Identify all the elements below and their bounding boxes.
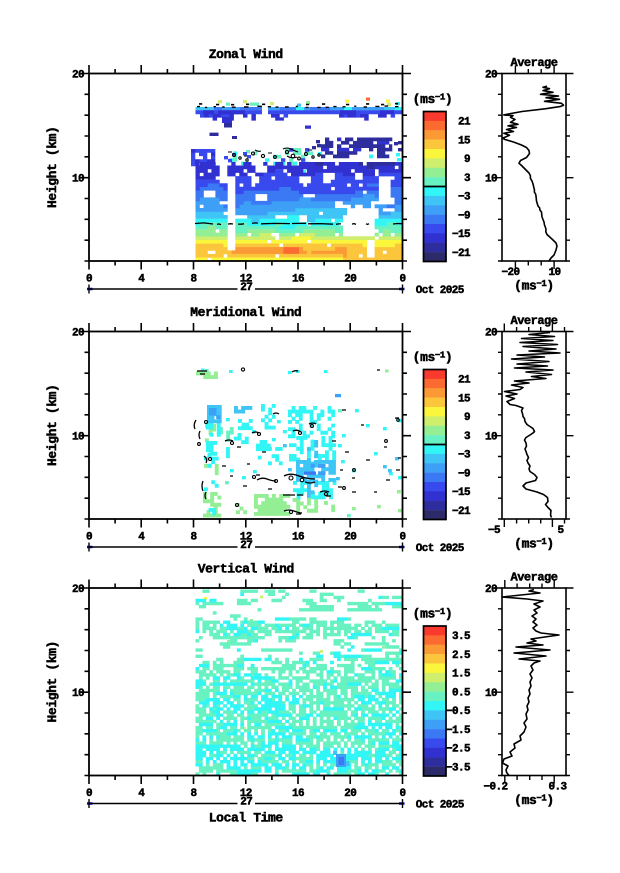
svg-text:(ms−1): (ms−1): [514, 537, 554, 552]
svg-text:−15: −15: [452, 487, 471, 499]
svg-text:12: 12: [240, 531, 252, 543]
svg-text:0: 0: [86, 531, 92, 543]
svg-text:20: 20: [344, 788, 356, 800]
svg-text:0: 0: [86, 788, 92, 800]
svg-text:(ms−1): (ms−1): [514, 279, 554, 294]
svg-text:−9: −9: [458, 210, 470, 222]
svg-text:20: 20: [485, 69, 497, 81]
svg-text:8: 8: [190, 788, 197, 800]
svg-text:2.5: 2.5: [452, 650, 471, 662]
svg-text:4: 4: [138, 531, 145, 543]
svg-text:1.5: 1.5: [452, 669, 471, 681]
svg-text:21: 21: [458, 375, 471, 387]
svg-text:Vertical Wind: Vertical Wind: [198, 562, 294, 577]
svg-text:−3: −3: [458, 450, 471, 462]
svg-text:Zonal Wind: Zonal Wind: [209, 47, 283, 62]
svg-text:−3.5: −3.5: [446, 762, 471, 774]
svg-text:16: 16: [292, 273, 304, 285]
svg-text:(ms−1): (ms−1): [413, 607, 453, 622]
svg-text:10: 10: [72, 173, 84, 185]
svg-text:−1.5: −1.5: [446, 725, 471, 737]
svg-text:20: 20: [485, 327, 497, 339]
svg-text:0: 0: [399, 273, 405, 285]
svg-text:12: 12: [240, 273, 252, 285]
svg-text:Oct 2025: Oct 2025: [416, 800, 465, 812]
svg-text:(ms−1): (ms−1): [413, 350, 453, 365]
svg-text:0: 0: [399, 531, 405, 543]
svg-text:3.5: 3.5: [452, 631, 471, 643]
svg-text:21: 21: [458, 117, 471, 129]
svg-text:20: 20: [344, 531, 356, 543]
svg-text:−0.5: −0.5: [446, 706, 471, 718]
svg-text:Average: Average: [511, 571, 558, 585]
svg-text:3: 3: [464, 431, 471, 443]
svg-text:20: 20: [72, 327, 84, 339]
svg-text:Meridional Wind: Meridional Wind: [190, 305, 301, 320]
svg-text:−0.2: −0.2: [483, 781, 507, 793]
svg-text:4: 4: [138, 788, 145, 800]
svg-text:4: 4: [138, 273, 145, 285]
svg-text:27: 27: [240, 540, 252, 552]
svg-text:Height (km): Height (km): [45, 127, 60, 208]
svg-text:8: 8: [190, 273, 197, 285]
svg-text:10: 10: [485, 688, 497, 700]
svg-text:12: 12: [240, 788, 252, 800]
svg-text:0: 0: [399, 788, 405, 800]
svg-text:−21: −21: [452, 248, 471, 260]
svg-text:−15: −15: [452, 229, 471, 241]
svg-text:10: 10: [72, 431, 84, 443]
svg-text:10: 10: [485, 173, 497, 185]
svg-text:16: 16: [292, 531, 304, 543]
svg-text:−3: −3: [458, 192, 471, 204]
svg-text:20: 20: [72, 69, 84, 81]
svg-text:−5: −5: [488, 525, 501, 537]
svg-text:20: 20: [485, 584, 497, 596]
svg-text:15: 15: [458, 393, 471, 405]
svg-text:Local Time: Local Time: [209, 811, 284, 826]
svg-text:0: 0: [86, 273, 92, 285]
svg-text:Average: Average: [511, 56, 558, 70]
svg-text:−21: −21: [452, 506, 471, 518]
svg-text:−9: −9: [458, 468, 470, 480]
svg-text:0.3: 0.3: [548, 781, 567, 793]
svg-text:−20: −20: [501, 267, 519, 279]
svg-text:16: 16: [292, 788, 304, 800]
svg-text:5: 5: [557, 525, 564, 537]
svg-text:(ms−1): (ms−1): [514, 793, 554, 808]
svg-text:10: 10: [72, 688, 84, 700]
svg-text:20: 20: [72, 584, 84, 596]
svg-text:(ms−1): (ms−1): [413, 92, 453, 107]
svg-text:20: 20: [344, 273, 356, 285]
svg-text:0.5: 0.5: [452, 687, 471, 699]
svg-text:9: 9: [464, 154, 470, 166]
svg-text:3: 3: [464, 173, 471, 185]
svg-text:10: 10: [548, 267, 560, 279]
svg-text:−2.5: −2.5: [446, 744, 471, 756]
svg-text:15: 15: [458, 135, 471, 147]
svg-text:Oct 2025: Oct 2025: [416, 285, 465, 297]
svg-text:Oct 2025: Oct 2025: [416, 543, 465, 555]
svg-text:Height (km): Height (km): [45, 641, 60, 722]
svg-text:8: 8: [190, 531, 197, 543]
svg-text:10: 10: [485, 431, 497, 443]
svg-text:Average: Average: [511, 314, 558, 328]
svg-text:27: 27: [240, 282, 252, 294]
svg-text:Height (km): Height (km): [45, 385, 60, 466]
svg-text:9: 9: [464, 412, 470, 424]
svg-text:27: 27: [240, 796, 252, 808]
